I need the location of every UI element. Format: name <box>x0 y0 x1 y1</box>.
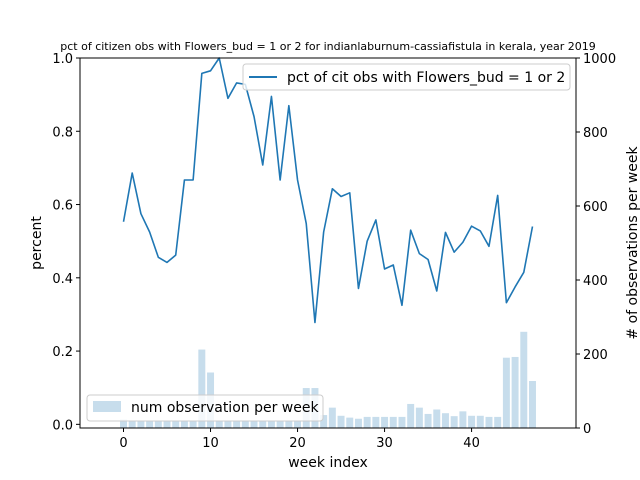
y-right-tick-label: 400 <box>583 274 608 289</box>
bar <box>120 419 127 428</box>
bar <box>128 420 136 428</box>
bar <box>267 420 275 428</box>
bar-series <box>120 331 536 428</box>
y-right-tick-label: 200 <box>583 348 608 363</box>
bar <box>433 409 441 428</box>
x-tick-label: 40 <box>463 436 480 451</box>
bar <box>372 416 380 428</box>
y-axis-right-label: # of observations per week <box>625 146 640 340</box>
bar <box>494 416 502 428</box>
y-right-tick-label: 1000 <box>583 52 616 67</box>
y-left-tick-label: 0.8 <box>52 125 73 140</box>
bar <box>189 420 197 428</box>
bar <box>241 420 249 428</box>
bar <box>198 349 206 428</box>
bar <box>476 415 484 428</box>
bar <box>511 356 519 428</box>
bar <box>502 357 510 428</box>
bar <box>398 416 406 428</box>
bar <box>180 420 188 428</box>
bar <box>285 420 293 428</box>
bar <box>146 420 154 428</box>
bar <box>337 415 345 428</box>
legend-bar-label: num observation per week <box>131 400 319 416</box>
y-right-tick-label: 800 <box>583 126 608 141</box>
bar <box>320 415 328 428</box>
bar <box>163 420 171 428</box>
x-tick-label: 30 <box>376 436 393 451</box>
y-left-tick-label: 0.0 <box>52 418 73 433</box>
bar <box>520 331 528 428</box>
series-line <box>122 57 534 324</box>
bar <box>276 420 284 428</box>
y-right-tick-label: 600 <box>583 200 608 215</box>
x-tick-label: 20 <box>289 436 306 451</box>
bar <box>259 420 267 428</box>
bar <box>154 420 162 428</box>
bar <box>450 416 458 428</box>
bar <box>389 416 397 428</box>
legend-line: pct of cit obs with Flowers_bud = 1 or 2 <box>242 63 571 91</box>
bar <box>346 417 354 428</box>
legend-bar-box <box>86 394 324 422</box>
bar <box>250 420 258 428</box>
y-left-tick-label: 1.0 <box>52 52 73 67</box>
x-axis: 0 10 20 30 40 <box>119 428 480 451</box>
legend-line-label: pct of cit obs with Flowers_bud = 1 or 2 <box>287 70 565 86</box>
y-left-tick-label: 0.4 <box>52 272 73 287</box>
chart-title: pct of citizen obs with Flowers_bud = 1 … <box>60 40 595 53</box>
plot-frame <box>79 57 577 429</box>
bar <box>354 418 362 428</box>
bar <box>485 416 493 428</box>
bar <box>424 413 432 428</box>
x-tick-label: 0 <box>119 436 127 451</box>
y-axis-left-label: percent <box>29 216 45 270</box>
x-tick-label: 10 <box>202 436 219 451</box>
y-left-tick-label: 0.6 <box>52 199 73 214</box>
bar <box>224 420 232 428</box>
line-series <box>122 57 534 324</box>
y-axis-right: 0 200 400 600 800 1000 <box>576 52 616 437</box>
bar <box>441 413 449 428</box>
legend-bar-swatch <box>93 401 121 412</box>
y-left-tick-label: 0.2 <box>52 345 73 360</box>
bar <box>137 420 145 428</box>
y-axis-left: 0.0 0.2 0.4 0.6 0.8 1.0 <box>52 52 80 433</box>
bar <box>363 416 371 428</box>
y-right-tick-label: 0 <box>583 422 591 437</box>
bar <box>459 411 467 428</box>
bar <box>172 420 180 428</box>
bar <box>529 381 536 428</box>
bar <box>233 420 241 428</box>
bar <box>415 407 423 428</box>
bar <box>381 416 389 428</box>
legend-bar: num observation per week <box>86 394 324 422</box>
legend-line-box <box>242 63 571 91</box>
bar <box>468 415 476 428</box>
bar <box>407 403 415 428</box>
bar <box>294 420 302 428</box>
x-axis-label: week index <box>288 455 368 471</box>
bar <box>328 407 336 428</box>
bar <box>215 420 223 428</box>
